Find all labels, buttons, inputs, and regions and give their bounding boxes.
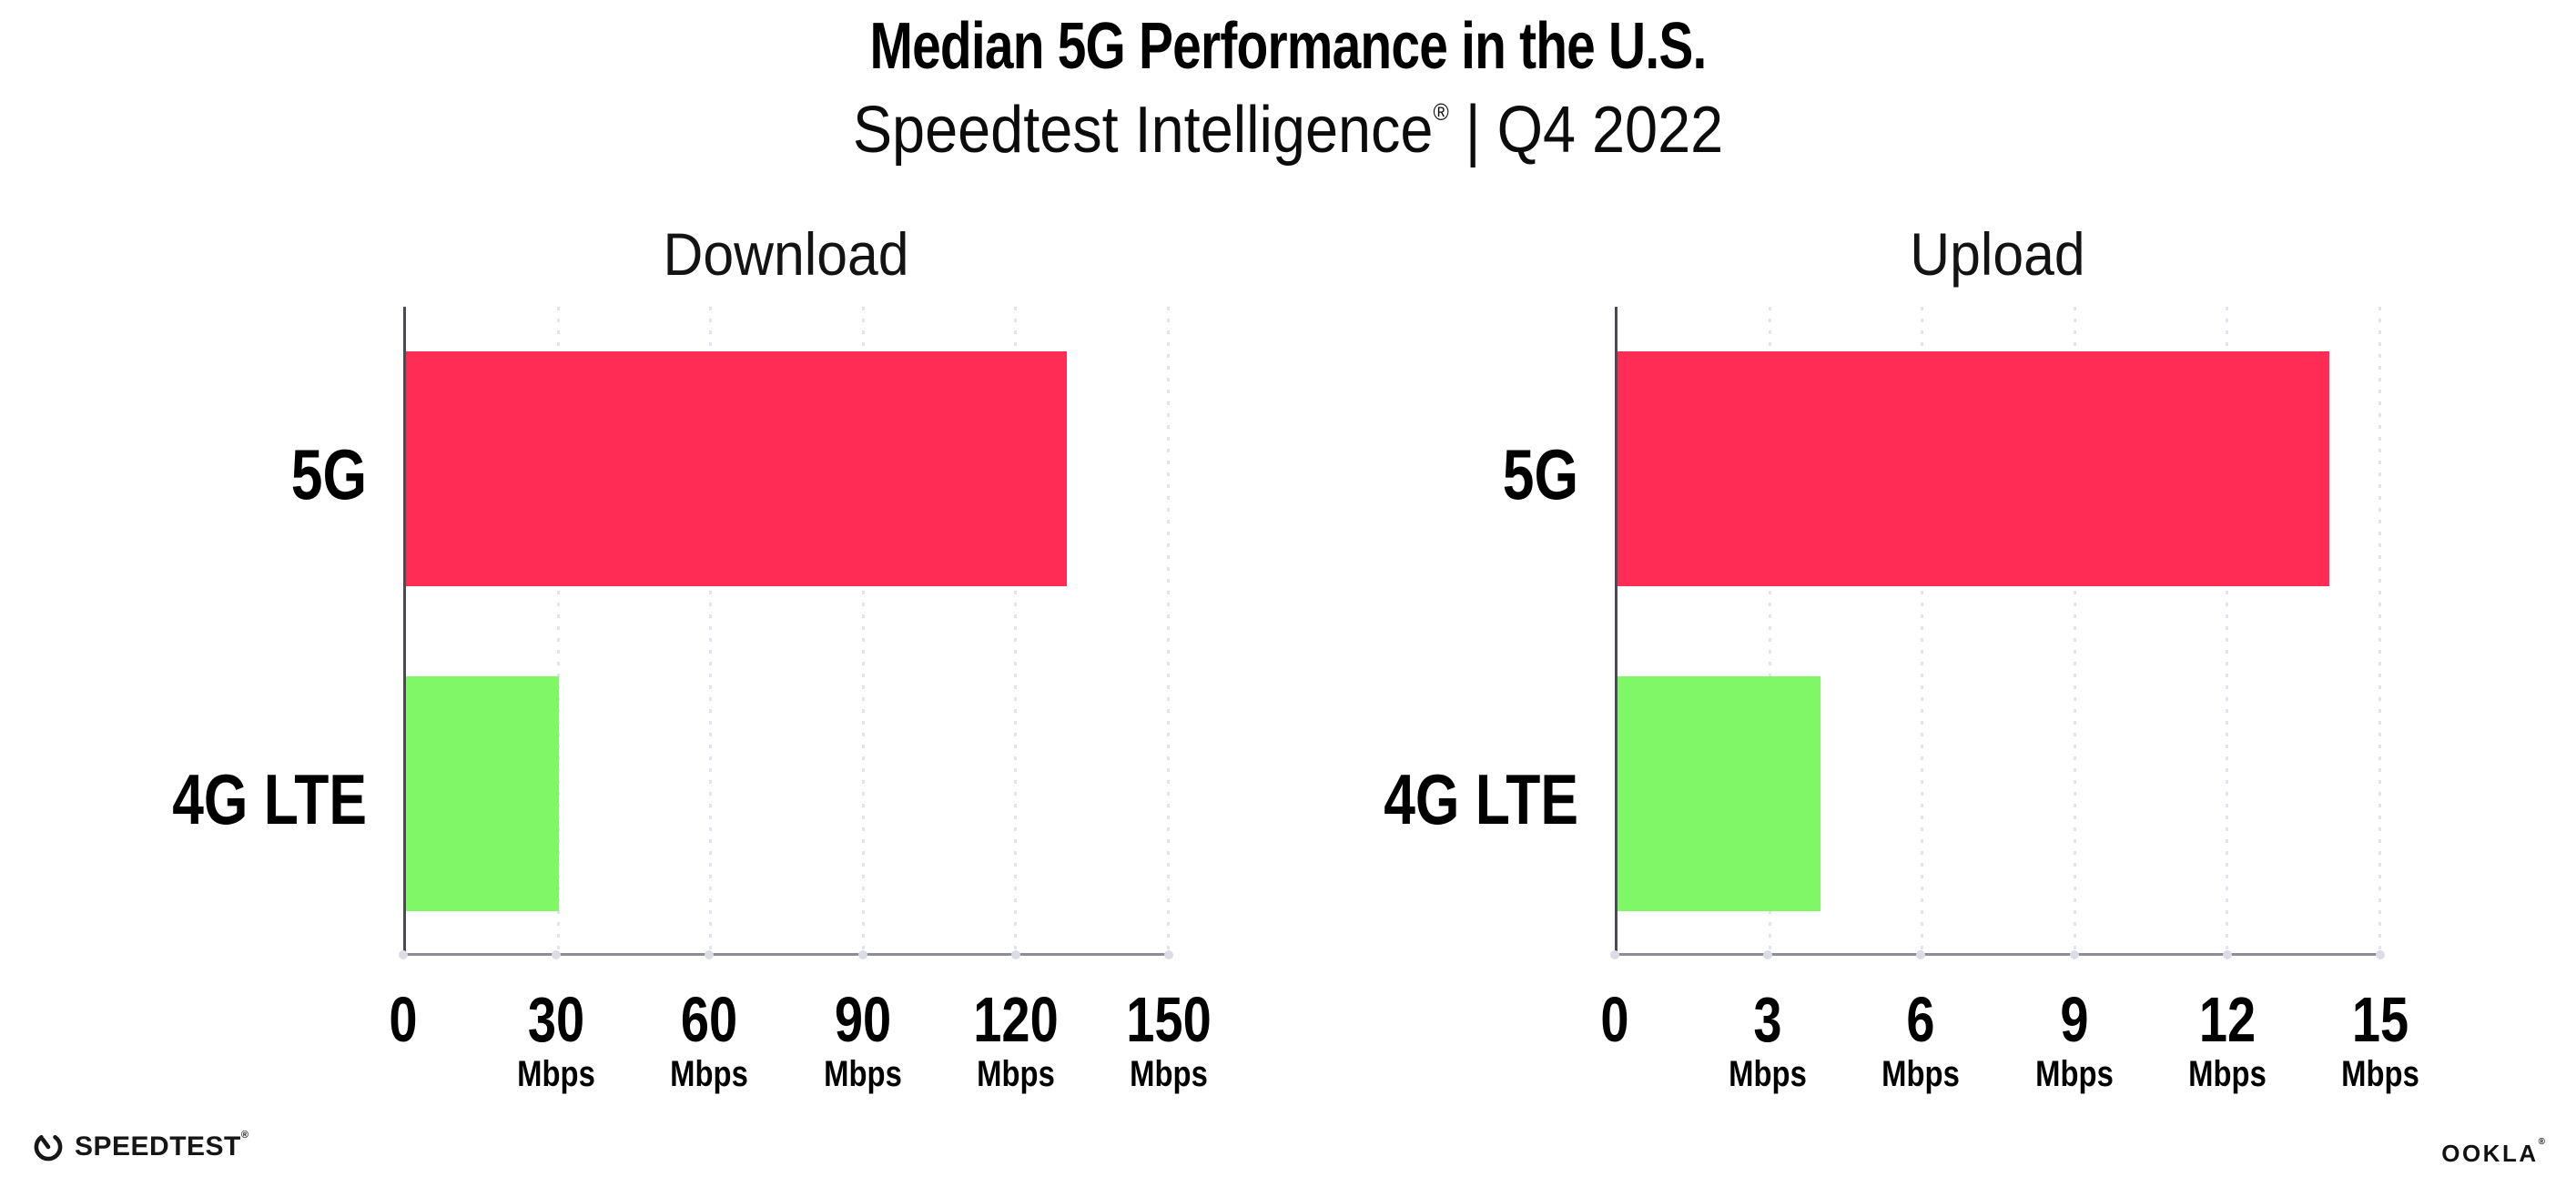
gridline-download-60	[709, 307, 713, 953]
tick-label-upload-0: 0	[1600, 984, 1629, 1055]
tick-label-upload-9: 9	[2060, 984, 2089, 1055]
tick-dot-download-90	[857, 950, 867, 959]
speedtest-wordmark: SPEEDTEST®	[75, 1130, 249, 1161]
tick-unit-upload-3: Mbps	[1729, 1054, 1808, 1094]
ookla-logo: OOKLA®	[2441, 1137, 2545, 1168]
tick-unit-upload-6: Mbps	[1881, 1054, 1961, 1094]
speedtest-registered-mark: ®	[240, 1130, 249, 1141]
speedtest-gauge-icon	[33, 1131, 64, 1162]
tick-label-upload-15: 15	[2351, 984, 2409, 1055]
tick-dot-download-120	[1010, 950, 1020, 959]
tick-dot-download-150	[1164, 950, 1173, 959]
plot-upload	[1615, 307, 2381, 956]
bar-upload-4g-lte	[1618, 675, 1821, 911]
tick-dot-upload-3	[1763, 950, 1773, 959]
chart-title-download: Download	[663, 220, 909, 288]
tick-label-download-120: 120	[973, 984, 1059, 1055]
gridline-download-30	[556, 307, 560, 953]
tick-label-upload-3: 3	[1753, 984, 1782, 1055]
tick-dot-download-60	[705, 950, 715, 959]
bar-download-4g-lte	[406, 675, 559, 911]
tick-label-download-0: 0	[389, 984, 418, 1055]
tick-unit-download-90: Mbps	[823, 1054, 902, 1094]
chart-title-upload: Upload	[1910, 220, 2085, 288]
page-subtitle: Speedtest Intelligence® | Q4 2022	[129, 92, 2448, 168]
tick-unit-download-30: Mbps	[517, 1054, 596, 1094]
subtitle-brand: Speedtest Intelligence	[852, 94, 1434, 167]
tick-label-download-60: 60	[681, 984, 738, 1055]
category-label-download-4g-lte: 4G LTE	[172, 758, 367, 839]
gridline-upload-9	[2073, 307, 2076, 953]
gridline-download-120	[1014, 307, 1018, 953]
tick-unit-download-150: Mbps	[1130, 1054, 1208, 1094]
tick-label-download-150: 150	[1126, 984, 1212, 1055]
tick-dot-upload-12	[2222, 950, 2232, 959]
tick-unit-upload-15: Mbps	[2341, 1054, 2419, 1094]
plot-download	[403, 307, 1170, 956]
page-title: Median 5G Performance in the U.S.	[869, 10, 1707, 83]
tick-dot-upload-0	[1610, 950, 1619, 959]
bar-upload-5g	[1618, 351, 2330, 587]
ookla-wordmark: OOKLA	[2441, 1140, 2539, 1167]
gridline-upload-3	[1768, 307, 1771, 953]
tick-unit-upload-9: Mbps	[2034, 1054, 2114, 1094]
tick-dot-upload-9	[2069, 950, 2079, 959]
tick-unit-download-120: Mbps	[976, 1054, 1055, 1094]
tick-dot-download-30	[552, 950, 562, 959]
registered-mark-icon: ®	[1433, 98, 1449, 126]
ookla-registered-mark: ®	[2538, 1137, 2545, 1147]
gridline-download-150	[1167, 307, 1170, 953]
category-label-upload-4g-lte: 4G LTE	[1384, 758, 1578, 839]
subtitle-period: Q4 2022	[1496, 94, 1724, 167]
tick-unit-upload-12: Mbps	[2187, 1054, 2267, 1094]
tick-label-download-90: 90	[834, 984, 891, 1055]
tick-dot-upload-15	[2376, 950, 2385, 959]
bar-download-5g	[406, 351, 1068, 587]
gridline-upload-12	[2226, 307, 2229, 953]
speedtest-logo: SPEEDTEST®	[33, 1130, 249, 1162]
gridline-download-90	[861, 307, 865, 953]
tick-dot-upload-6	[1916, 950, 1926, 959]
gridline-upload-6	[1921, 307, 1924, 953]
tick-dot-download-0	[399, 950, 408, 959]
tick-label-download-30: 30	[528, 984, 585, 1055]
gridline-upload-15	[2378, 307, 2381, 953]
tick-label-upload-12: 12	[2198, 984, 2256, 1055]
tick-label-upload-6: 6	[1906, 984, 1935, 1055]
subtitle-divider: |	[1465, 92, 1481, 168]
category-label-upload-5g: 5G	[1502, 434, 1578, 515]
tick-unit-download-60: Mbps	[670, 1054, 749, 1094]
category-label-download-5g: 5G	[290, 434, 367, 515]
